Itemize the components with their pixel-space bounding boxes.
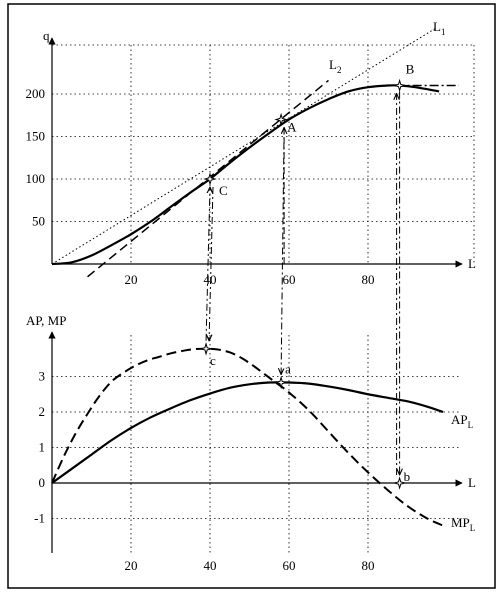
- top-point-C: [203, 172, 217, 186]
- top-line-L2-label-sub: 2: [337, 65, 342, 75]
- top-point-label-A: A: [287, 120, 297, 135]
- top-y-tick-1: 100: [26, 171, 46, 186]
- bot-y-tick-3: 2: [39, 404, 46, 419]
- bot-point-a: [274, 375, 288, 390]
- connector-C-down: [209, 186, 214, 341]
- bot-series-MP-label-main: MP: [451, 515, 470, 530]
- bot-series-AP: [51, 381, 444, 484]
- top-x-tick-2: 60: [283, 272, 296, 287]
- bot-x-tick-0: 20: [125, 558, 138, 573]
- top-y-tick-0: 50: [32, 214, 45, 229]
- bot-x-tick-1: 40: [204, 558, 217, 573]
- bot-y-tick-1: 0: [39, 475, 46, 490]
- top-line-L2-label: L2: [329, 57, 341, 75]
- top-y-axis-label: q: [43, 28, 50, 43]
- top-x-tick-0: 20: [125, 272, 138, 287]
- top-y-tick-3: 200: [26, 86, 46, 101]
- bot-point-label-a: a: [285, 362, 291, 377]
- bot-point-c: [199, 342, 213, 356]
- bot-series-AP-label: APL: [451, 412, 473, 430]
- bot-series-MP: [51, 347, 444, 527]
- top-x-tick-1: 40: [204, 272, 217, 287]
- bot-y-axis-label: AP, MP: [26, 313, 66, 328]
- top-series-q: [51, 84, 440, 266]
- bot-y-tick-4: 3: [39, 369, 46, 384]
- top-y-tick-2: 150: [26, 129, 46, 144]
- top-point-B: [392, 78, 407, 93]
- top-point-label-B: B: [406, 62, 415, 77]
- top-line-L1-label-main: L: [433, 19, 441, 34]
- bot-x-tick-3: 80: [362, 558, 375, 573]
- top-point-label-C: C: [219, 183, 228, 198]
- top-point-A: [274, 112, 288, 127]
- bot-y-tick-2: 1: [39, 440, 46, 455]
- top-x-axis-label: L: [468, 256, 476, 271]
- bot-series-AP-label-main: AP: [451, 412, 468, 427]
- top-line-L1-label-sub: 1: [441, 27, 446, 37]
- outer-border: [7, 3, 496, 589]
- bot-y-tick-0: -1: [34, 511, 45, 526]
- bot-series-AP-label-sub: L: [468, 420, 474, 430]
- top-line-L1-label: L1: [433, 19, 445, 37]
- top-line-L2-label-main: L: [329, 57, 337, 72]
- top-x-tick-3: 80: [362, 272, 375, 287]
- bot-point-label-c: c: [210, 353, 216, 368]
- bot-x-axis-label: L: [468, 475, 476, 490]
- bot-point-label-b: b: [404, 469, 411, 484]
- connector-C-up: [205, 187, 210, 341]
- bot-series-MP-label-sub: L: [470, 523, 476, 533]
- bot-series-MP-label: MPL: [451, 515, 475, 533]
- bot-x-tick-2: 60: [283, 558, 296, 573]
- bot-point-b: [392, 476, 407, 490]
- top-line-L1: [51, 28, 436, 265]
